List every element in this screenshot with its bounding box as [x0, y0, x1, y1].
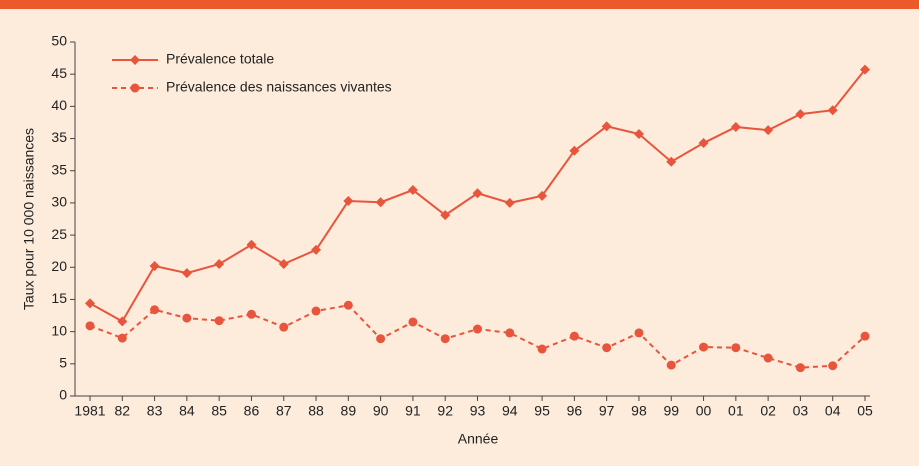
- marker: [214, 316, 224, 326]
- marker: [731, 343, 741, 353]
- y-tick-label: 35: [51, 129, 67, 145]
- x-tick-label: 82: [115, 403, 131, 419]
- marker: [569, 145, 580, 156]
- marker: [795, 109, 806, 120]
- marker: [246, 239, 257, 250]
- x-tick-label: 93: [470, 403, 486, 419]
- marker: [666, 156, 677, 167]
- y-tick-label: 20: [51, 258, 67, 274]
- marker: [150, 305, 160, 315]
- marker: [311, 306, 321, 316]
- marker: [376, 334, 386, 344]
- x-tick-label: 94: [502, 403, 518, 419]
- marker: [827, 105, 838, 116]
- x-tick-label: 91: [405, 403, 421, 419]
- y-tick-label: 50: [51, 33, 67, 49]
- marker: [699, 342, 709, 352]
- marker: [860, 331, 870, 341]
- top-bar: [0, 0, 919, 9]
- marker: [601, 121, 612, 132]
- legend-label: Prévalence totale: [166, 51, 274, 67]
- x-tick-label: 1981: [74, 403, 105, 419]
- marker: [85, 321, 95, 331]
- y-tick-label: 5: [59, 355, 67, 371]
- marker: [117, 316, 128, 327]
- marker: [130, 83, 140, 93]
- marker: [795, 363, 805, 373]
- marker: [602, 343, 612, 353]
- y-tick-label: 40: [51, 97, 67, 113]
- marker: [214, 259, 225, 270]
- y-tick-label: 25: [51, 226, 67, 242]
- marker: [149, 260, 160, 271]
- marker: [130, 55, 140, 65]
- marker: [85, 298, 95, 309]
- x-tick-label: 86: [244, 403, 260, 419]
- x-tick-label: 88: [308, 403, 324, 419]
- marker: [278, 259, 289, 270]
- marker: [440, 210, 451, 221]
- x-tick-label: 90: [373, 403, 389, 419]
- x-tick-label: 04: [825, 403, 841, 419]
- marker: [343, 300, 353, 310]
- legend-label: Prévalence des naissances vivantes: [166, 79, 392, 95]
- y-tick-label: 35: [51, 161, 67, 177]
- marker: [828, 361, 838, 371]
- x-tick-label: 00: [696, 403, 712, 419]
- x-tick-label: 05: [857, 403, 873, 419]
- x-tick-label: 03: [793, 403, 809, 419]
- x-tick-label: 99: [663, 403, 679, 419]
- marker: [537, 344, 547, 354]
- y-tick-label: 0: [59, 387, 67, 403]
- marker: [407, 185, 418, 196]
- marker: [537, 190, 548, 201]
- marker: [311, 244, 322, 255]
- marker: [408, 317, 418, 327]
- y-axis-label: Taux pour 10 000 naissances: [21, 128, 37, 310]
- y-tick-label: 30: [51, 194, 67, 210]
- x-tick-label: 01: [728, 403, 744, 419]
- x-tick-label: 97: [599, 403, 615, 419]
- x-axis-label: Année: [458, 431, 499, 447]
- x-tick-label: 84: [179, 403, 195, 419]
- marker: [472, 188, 483, 199]
- marker: [860, 64, 870, 75]
- x-tick-label: 85: [211, 403, 227, 419]
- x-tick-label: 87: [276, 403, 292, 419]
- x-tick-label: 02: [760, 403, 776, 419]
- marker: [117, 333, 127, 343]
- marker: [375, 197, 386, 208]
- x-tick-label: 92: [437, 403, 453, 419]
- x-tick-label: 83: [147, 403, 163, 419]
- marker: [634, 328, 644, 338]
- marker: [730, 121, 741, 132]
- marker: [279, 322, 289, 332]
- x-tick-label: 95: [534, 403, 550, 419]
- marker: [763, 353, 773, 363]
- y-tick-label: 15: [51, 290, 67, 306]
- x-tick-label: 98: [631, 403, 647, 419]
- marker: [246, 309, 256, 319]
- marker: [569, 331, 579, 341]
- y-tick-label: 10: [51, 322, 67, 338]
- marker: [343, 195, 354, 206]
- y-tick-label: 45: [51, 65, 67, 81]
- marker: [440, 334, 450, 344]
- marker: [505, 328, 515, 338]
- marker: [504, 197, 515, 208]
- x-tick-label: 89: [341, 403, 357, 419]
- marker: [633, 129, 644, 140]
- marker: [473, 324, 482, 334]
- marker: [763, 125, 774, 136]
- marker: [182, 313, 192, 323]
- marker: [698, 138, 709, 149]
- x-tick-label: 96: [567, 403, 583, 419]
- marker: [181, 268, 192, 279]
- marker: [666, 360, 676, 370]
